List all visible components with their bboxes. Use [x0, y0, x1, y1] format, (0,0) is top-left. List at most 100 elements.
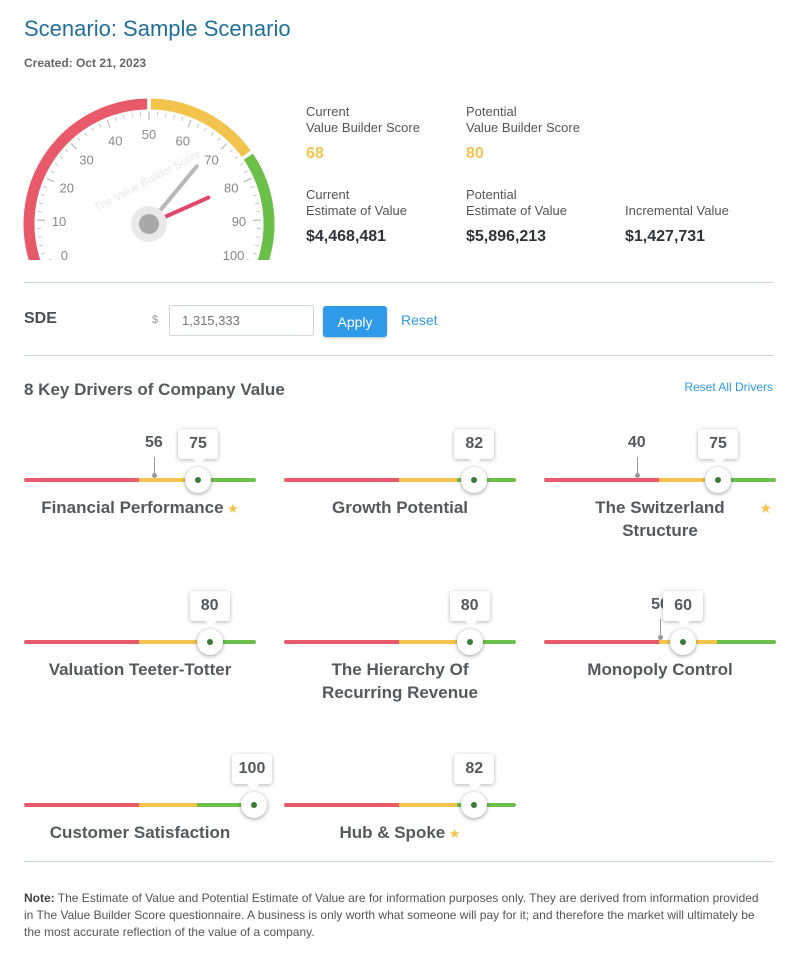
driver-name: Monopoly Control: [544, 658, 776, 681]
apply-button[interactable]: Apply: [323, 306, 387, 337]
incremental-value-stat: Incremental Value $1,427,731: [625, 203, 729, 245]
star-icon: ★: [223, 501, 239, 516]
driver-name-text: Customer Satisfaction: [49, 823, 231, 842]
driver-name: The Hierarchy Of Recurring Revenue: [284, 658, 516, 704]
gauge-tick-label: 10: [52, 214, 66, 229]
potential-score-label2: Value Builder Score: [466, 120, 580, 135]
driver-hub-spoke: 82 Hub & Spoke ★: [284, 749, 516, 869]
potential-value-label: 100: [232, 754, 272, 790]
gauge-tick: [173, 114, 175, 119]
slider-handle[interactable]: [185, 467, 211, 493]
gauge-tick: [50, 170, 55, 173]
gauge-tick: [114, 117, 117, 122]
potential-value-label: 80: [189, 591, 230, 627]
gauge-tick-label: 80: [224, 180, 238, 195]
gauge-tick: [77, 137, 81, 142]
slider-handle[interactable]: [705, 467, 731, 493]
current-score-stat: Current Value Builder Score 68: [306, 104, 420, 162]
gauge-tick-label: 0: [61, 248, 68, 260]
driver-name-text: Hub & Spoke: [339, 823, 446, 842]
potential-value-label: 60: [663, 591, 704, 627]
driver-customer-satisfaction: 100 Customer Satisfaction: [24, 749, 272, 869]
incremental-value-label: Incremental Value: [625, 203, 729, 218]
gauge-tick: [70, 143, 78, 150]
driver-name: The Switzerland Structure: [544, 496, 776, 542]
slider-handle[interactable]: [461, 792, 488, 818]
divider: [24, 282, 774, 283]
driver-slider-track[interactable]: [284, 478, 516, 482]
current-estimate-label1: Current: [306, 187, 350, 202]
gauge-tick: [210, 132, 214, 136]
potential-score-label1: Potential: [466, 104, 517, 119]
gauge-tick: [54, 162, 59, 166]
slider-handle-dot: [715, 477, 721, 483]
current-value-label: 56: [145, 434, 163, 451]
gauge-tick: [41, 252, 46, 255]
slider-handle-dot: [680, 639, 687, 645]
current-score-label2: Value Builder Score: [306, 120, 420, 135]
gauge-tick: [243, 177, 252, 183]
potential-estimate-value: $5,896,213: [466, 228, 547, 245]
current-estimate-value: $4,468,481: [306, 228, 387, 245]
driver-name-text: Valuation Teeter-Totter: [48, 660, 232, 679]
gauge-tick: [243, 170, 248, 173]
driver-slider-track[interactable]: [24, 640, 256, 644]
gauge-tick-label: 60: [175, 134, 189, 149]
current-estimate-stat: Current Estimate of Value $4,468,481: [306, 187, 407, 245]
driver-name-text: The Hierarchy Of Recurring Revenue: [322, 660, 478, 702]
slider-handle[interactable]: [461, 467, 488, 493]
driver-name-text: The Switzerland Structure: [595, 498, 725, 540]
gauge-tick: [106, 119, 111, 128]
potential-estimate-label1: Potential: [466, 187, 517, 202]
current-marker: [153, 457, 155, 475]
driver-the-hierarchy-of-recurring-revenue: 80 The Hierarchy Of Recurring Revenue: [284, 586, 516, 706]
driver-financial-performance: 56 75 Financial Performance ★: [24, 424, 256, 544]
gauge-tick: [203, 127, 207, 132]
driver-monopoly-control: 50 60 Monopoly Control: [544, 586, 776, 706]
current-score-value: 68: [306, 145, 324, 162]
reset-link[interactable]: Reset: [401, 312, 438, 328]
driver-name: Valuation Teeter-Totter: [24, 658, 256, 681]
slider-handle[interactable]: [241, 792, 267, 818]
reset-all-drivers-link[interactable]: Reset All Drivers: [684, 380, 773, 394]
gauge-hub-center: [139, 214, 159, 234]
slider-handle[interactable]: [196, 629, 223, 655]
gauge-tick: [64, 149, 69, 153]
note-label: Note:: [24, 891, 55, 905]
driver-slider-track[interactable]: [24, 803, 256, 807]
gauge-tick: [253, 194, 258, 197]
potential-estimate-label2: Estimate of Value: [466, 203, 567, 218]
driver-slider-track[interactable]: [284, 640, 516, 644]
potential-estimate-stat: Potential Estimate of Value $5,896,213: [466, 187, 567, 245]
gauge-tick: [187, 119, 192, 128]
driver-name-text: Financial Performance: [41, 498, 224, 517]
driver-slider-track[interactable]: [284, 803, 516, 807]
driver-growth-potential: 82 Growth Potential: [284, 424, 516, 544]
current-marker-dot: [658, 635, 663, 640]
divider: [24, 861, 774, 862]
driver-valuation-teeter-totter: 80 Valuation Teeter-Totter: [24, 586, 256, 706]
potential-value-label: 82: [454, 429, 495, 465]
slider-handle-dot: [206, 639, 213, 645]
gauge-tick: [252, 252, 257, 255]
sde-input[interactable]: [169, 305, 314, 336]
driver-slider-track[interactable]: [544, 478, 776, 482]
gauge-tick: [229, 149, 234, 153]
driver-slider-track[interactable]: [24, 478, 256, 482]
slider-handle-dot: [471, 802, 478, 808]
gauge-tick-label: 40: [108, 134, 122, 149]
slider-handle[interactable]: [456, 629, 483, 655]
gauge-tick: [217, 137, 221, 142]
gauge-tick: [255, 202, 260, 205]
gauge-tick-label: 90: [232, 214, 246, 229]
potential-score-stat: Potential Value Builder Score 80: [466, 104, 580, 162]
slider-handle[interactable]: [670, 629, 697, 655]
gauge-tick: [38, 202, 43, 205]
sde-label: SDE: [24, 310, 57, 327]
page-title: Scenario: Sample Scenario: [24, 16, 291, 41]
driver-name: Financial Performance ★: [24, 496, 256, 520]
incremental-value-value: $1,427,731: [625, 228, 706, 245]
driver-slider-track[interactable]: [544, 640, 776, 644]
gauge-tick: [196, 123, 200, 128]
gauge-red-band: [23, 98, 148, 260]
